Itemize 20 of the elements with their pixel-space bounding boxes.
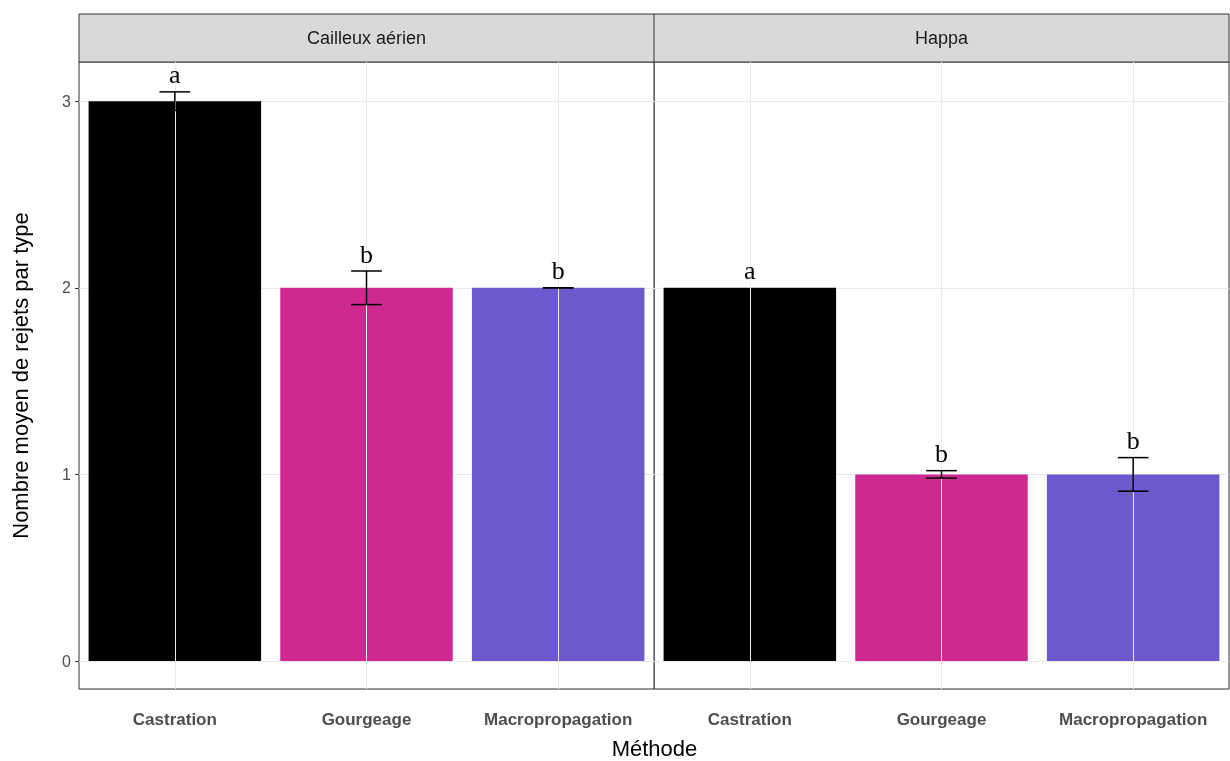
y-tick-label: 3 (62, 92, 72, 110)
y-tick-label: 2 (62, 279, 72, 297)
data-label: b (360, 239, 373, 269)
data-label: b (551, 256, 565, 286)
x-axis-title: Méthode (610, 736, 699, 761)
y-axis-title: Nombre moyen de rejets par type (7, 212, 33, 539)
x-tick-label: Castration (707, 710, 792, 729)
chart-title: Happa (914, 28, 970, 48)
x-tick-label: Macropropagation (1059, 710, 1208, 729)
x-tick-label: Gourgeage (321, 710, 412, 729)
data-label: b (935, 439, 948, 469)
chart-title: Cailleux aérien (306, 28, 427, 48)
x-tick-label: Castration (132, 710, 217, 729)
x-tick-label: Macropropagation (484, 710, 633, 729)
x-tick-label: Gourgeage (896, 710, 987, 729)
y-tick-label: 1 (62, 465, 72, 483)
data-label: a (169, 60, 182, 90)
data-label: b (1126, 426, 1140, 456)
y-tick-label: 0 (62, 652, 72, 670)
data-label: a (744, 256, 757, 286)
